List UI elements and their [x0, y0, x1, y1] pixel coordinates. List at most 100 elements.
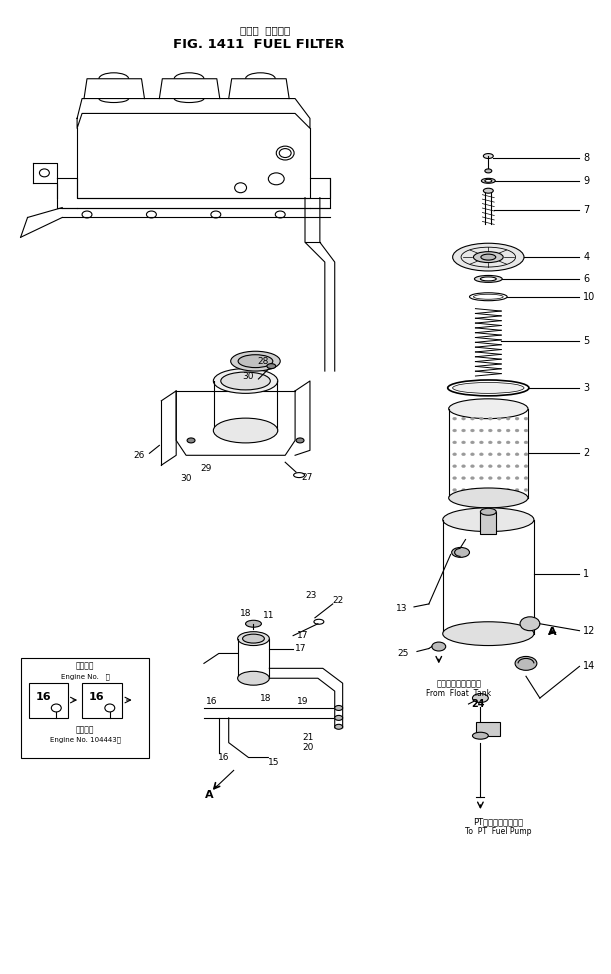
Ellipse shape	[488, 476, 492, 479]
Ellipse shape	[472, 693, 488, 702]
Ellipse shape	[461, 441, 466, 444]
Text: フロートタンクから: フロートタンクから	[436, 680, 481, 689]
Ellipse shape	[480, 489, 483, 492]
Ellipse shape	[480, 453, 483, 456]
Ellipse shape	[448, 398, 528, 419]
Ellipse shape	[524, 465, 528, 468]
Text: 18: 18	[240, 610, 251, 618]
Ellipse shape	[453, 383, 524, 393]
Ellipse shape	[187, 438, 195, 443]
Ellipse shape	[497, 417, 501, 420]
Text: 27: 27	[301, 472, 313, 481]
Ellipse shape	[488, 489, 492, 492]
Text: A: A	[205, 790, 213, 801]
Ellipse shape	[524, 441, 528, 444]
Ellipse shape	[461, 453, 466, 456]
Ellipse shape	[335, 716, 343, 721]
Ellipse shape	[246, 620, 262, 627]
Ellipse shape	[524, 453, 528, 456]
Text: 適用号番: 適用号番	[76, 726, 94, 734]
Text: フェル  フィルタ: フェル フィルタ	[240, 25, 290, 35]
Ellipse shape	[470, 476, 475, 479]
Ellipse shape	[515, 429, 519, 432]
Ellipse shape	[335, 725, 343, 730]
Text: 30: 30	[180, 473, 192, 482]
Ellipse shape	[515, 441, 519, 444]
Ellipse shape	[497, 429, 501, 432]
Ellipse shape	[443, 507, 534, 532]
Ellipse shape	[483, 154, 493, 159]
Ellipse shape	[506, 489, 510, 492]
Ellipse shape	[488, 453, 492, 456]
Ellipse shape	[453, 476, 456, 479]
Ellipse shape	[470, 417, 475, 420]
Ellipse shape	[335, 705, 343, 710]
Text: 10: 10	[584, 292, 596, 302]
Text: 23: 23	[306, 591, 316, 601]
Text: 25: 25	[398, 649, 409, 658]
Ellipse shape	[515, 453, 519, 456]
Ellipse shape	[470, 441, 475, 444]
Text: PTフュエルポンプへ: PTフュエルポンプへ	[473, 817, 523, 826]
Ellipse shape	[488, 465, 492, 468]
Ellipse shape	[243, 634, 265, 643]
Ellipse shape	[488, 441, 492, 444]
Ellipse shape	[485, 179, 492, 182]
Bar	[29, 683, 68, 718]
Ellipse shape	[453, 465, 456, 468]
Ellipse shape	[506, 465, 510, 468]
Ellipse shape	[453, 441, 456, 444]
Ellipse shape	[453, 489, 456, 492]
Ellipse shape	[497, 441, 501, 444]
Text: 21: 21	[302, 733, 313, 742]
Text: 28: 28	[258, 356, 269, 365]
Ellipse shape	[497, 476, 501, 479]
Ellipse shape	[296, 438, 304, 443]
Text: 22: 22	[332, 596, 343, 606]
Text: 17: 17	[298, 631, 309, 640]
Ellipse shape	[453, 429, 456, 432]
Ellipse shape	[480, 508, 496, 515]
Ellipse shape	[452, 547, 469, 557]
Ellipse shape	[443, 621, 534, 646]
Text: 15: 15	[268, 758, 279, 767]
Ellipse shape	[515, 489, 519, 492]
Bar	[21, 658, 150, 758]
Ellipse shape	[238, 632, 269, 646]
Ellipse shape	[480, 476, 483, 479]
Ellipse shape	[474, 251, 503, 263]
Ellipse shape	[497, 453, 501, 456]
Ellipse shape	[461, 417, 466, 420]
Ellipse shape	[461, 429, 466, 432]
Ellipse shape	[515, 417, 519, 420]
Text: From  Float  Tank: From Float Tank	[426, 689, 491, 697]
Text: 9: 9	[584, 176, 590, 186]
Text: 26: 26	[133, 451, 144, 460]
Bar	[480, 511, 496, 534]
Text: 5: 5	[584, 336, 590, 347]
Text: 29: 29	[200, 464, 211, 472]
Ellipse shape	[497, 489, 501, 492]
Ellipse shape	[453, 244, 524, 271]
Ellipse shape	[480, 277, 496, 281]
Ellipse shape	[231, 352, 280, 371]
Ellipse shape	[480, 429, 483, 432]
Text: 12: 12	[584, 625, 596, 636]
Ellipse shape	[470, 429, 475, 432]
Ellipse shape	[520, 617, 540, 631]
Ellipse shape	[483, 188, 493, 193]
Text: 2: 2	[584, 448, 590, 459]
Ellipse shape	[213, 368, 278, 393]
Text: 19: 19	[298, 696, 309, 705]
Ellipse shape	[481, 254, 496, 260]
Ellipse shape	[453, 453, 456, 456]
Ellipse shape	[480, 465, 483, 468]
Ellipse shape	[524, 489, 528, 492]
Text: 1: 1	[584, 569, 590, 580]
Ellipse shape	[524, 476, 528, 479]
Text: 8: 8	[584, 153, 590, 163]
Text: 16: 16	[218, 753, 230, 762]
Ellipse shape	[470, 489, 475, 492]
Ellipse shape	[506, 441, 510, 444]
Text: 16: 16	[89, 693, 104, 702]
